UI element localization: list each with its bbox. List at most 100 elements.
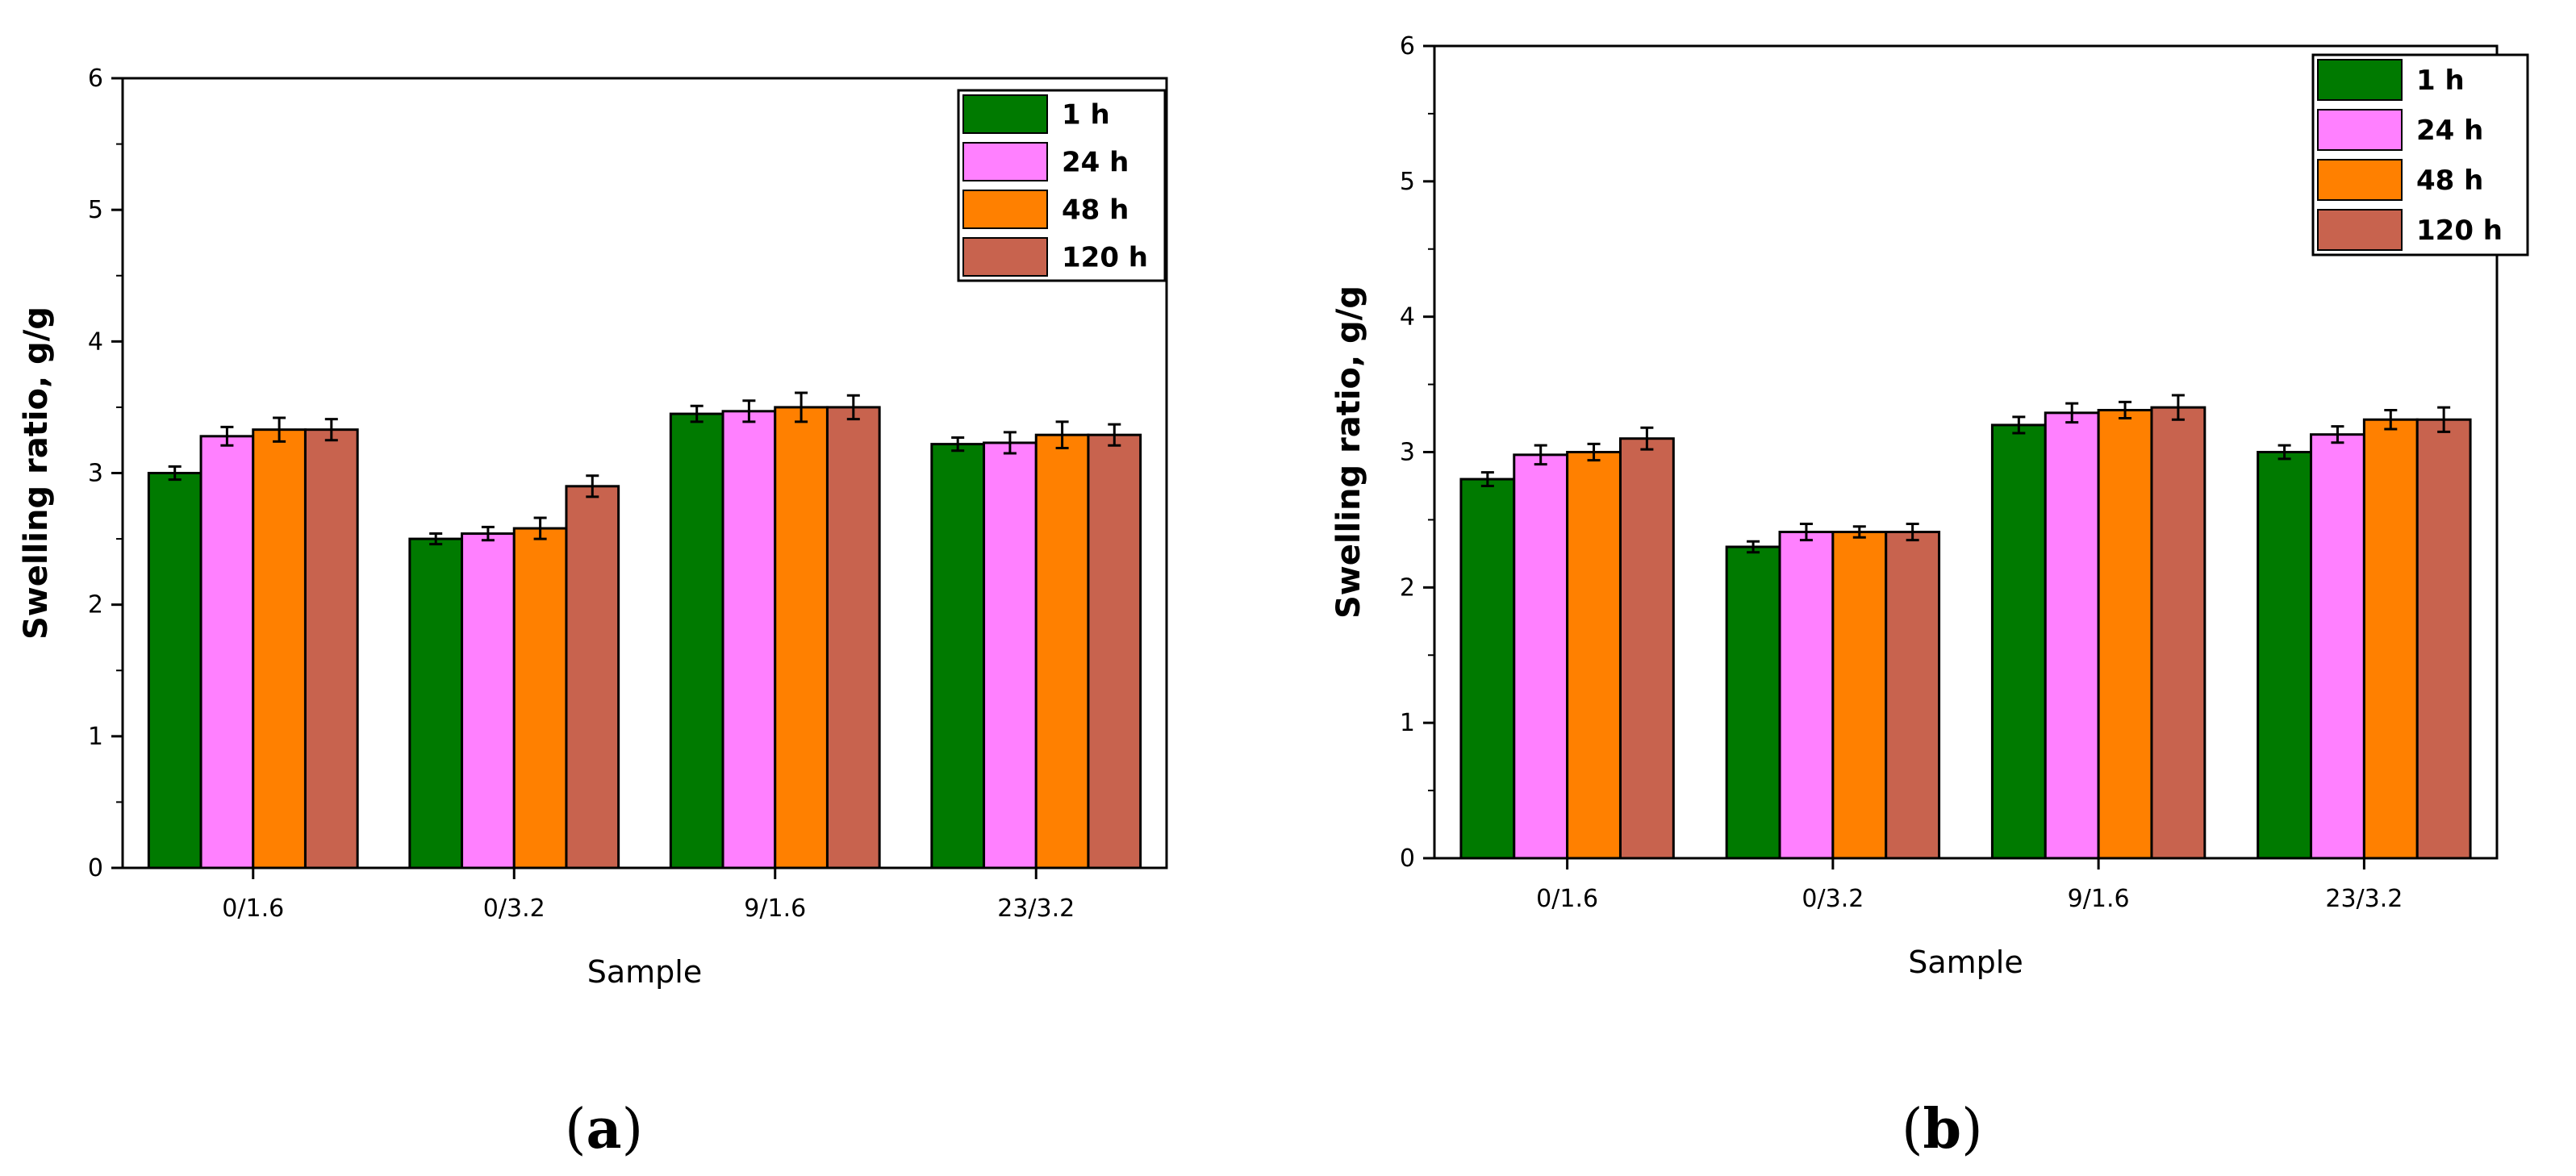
x-tick-label: 9/1.6 xyxy=(744,895,806,923)
error-bar xyxy=(1640,426,1654,451)
bar-0/3.2-24h xyxy=(461,532,516,869)
bar-0/3.2-120h xyxy=(1885,531,1941,860)
x-tick-label: 9/1.6 xyxy=(2068,885,2130,913)
bar-23/3.2-24h xyxy=(983,441,1037,869)
error-bar xyxy=(1906,522,1919,542)
error-bar xyxy=(2119,400,2132,420)
bar-0/3.2-1h xyxy=(408,537,464,869)
bar-0/3.2-120h xyxy=(565,485,620,869)
error-bar xyxy=(1587,442,1601,462)
legend-label-24h: 24 h xyxy=(2416,115,2483,147)
legend-swatch-1h xyxy=(2317,59,2403,101)
legend-label-48h: 48 h xyxy=(2416,165,2483,197)
y-axis-label: Swelling ratio, g/g xyxy=(18,307,55,640)
legend-swatch-120h xyxy=(2317,209,2403,251)
legend-label-120h: 120 h xyxy=(2416,215,2503,247)
panel-label-a: a xyxy=(586,1097,622,1161)
bar-0/1.6-120h xyxy=(1618,437,1675,860)
y-axis-label: Swelling ratio, g/g xyxy=(1330,286,1367,619)
bar-23/3.2-1h xyxy=(930,443,986,869)
bar-23/3.2-48h xyxy=(1034,433,1090,869)
bar-23/3.2-120h xyxy=(1087,433,1142,869)
bar-0/1.6-1h xyxy=(1459,477,1516,860)
y-tick-label: 1 xyxy=(1400,709,1415,737)
bar-23/3.2-120h xyxy=(2415,418,2472,860)
error-bar xyxy=(586,474,599,498)
error-bar xyxy=(481,525,495,542)
legend: 1 h 24 h 48 h 120 h xyxy=(2311,53,2529,256)
x-tick-label: 23/3.2 xyxy=(2325,885,2403,913)
panel-caption-b: (b) xyxy=(1902,1097,1983,1161)
bar-0/3.2-48h xyxy=(1831,531,1888,860)
legend-swatch-24h xyxy=(2317,109,2403,151)
bar-23/3.2-48h xyxy=(2362,418,2419,860)
legend-label-1h: 1 h xyxy=(2416,65,2465,97)
bar-9/1.6-48h xyxy=(2097,408,2153,860)
chart-panel-b: 0 1 2 3 4 5 6 0/1.6 0/3.2 9/1.6 23/3.2 Sample Swelli… xyxy=(1288,0,2576,1176)
bar-0/1.6-48h xyxy=(252,428,307,869)
error-bar xyxy=(795,391,808,423)
error-bar xyxy=(1534,444,1547,466)
bar-chart-b: 0 1 2 3 4 5 6 0/1.6 0/3.2 9/1.6 23/3.2 Sample Swelli… xyxy=(1330,32,2529,980)
bar-9/1.6-24h xyxy=(2044,411,2100,860)
legend-label-48h: 48 h xyxy=(1062,194,1129,227)
panel-caption-a: (a) xyxy=(565,1097,644,1161)
error-bar xyxy=(1852,525,1866,539)
bar-9/1.6-120h xyxy=(825,406,881,869)
error-bar xyxy=(1003,431,1017,455)
y-tick-label: 1 xyxy=(88,723,103,751)
error-bar xyxy=(533,516,547,540)
x-tick-label: 0/1.6 xyxy=(1536,885,1598,913)
bar-0/3.2-24h xyxy=(1778,531,1835,860)
bar-0/1.6-24h xyxy=(1513,453,1569,860)
legend-swatch-1h xyxy=(962,94,1048,134)
error-bar xyxy=(324,418,338,442)
error-bar xyxy=(951,436,965,452)
legend-swatch-120h xyxy=(962,237,1048,277)
error-bar xyxy=(1747,540,1760,554)
y-tick-label: 5 xyxy=(88,196,103,224)
y-tick-label: 0 xyxy=(1400,844,1415,873)
bar-0/1.6-24h xyxy=(199,435,255,869)
bar-0/1.6-120h xyxy=(303,428,359,869)
bar-9/1.6-48h xyxy=(774,406,829,869)
error-bar xyxy=(2171,394,2185,421)
y-tick-label: 3 xyxy=(88,460,103,488)
error-bar xyxy=(1799,522,1813,542)
x-tick-label: 23/3.2 xyxy=(997,895,1075,923)
error-bar xyxy=(273,416,286,443)
error-bar xyxy=(690,404,703,423)
y-tick-label: 4 xyxy=(1400,303,1415,332)
legend-swatch-48h xyxy=(2317,159,2403,201)
y-tick-label: 4 xyxy=(88,327,103,356)
error-bar xyxy=(429,532,443,546)
y-tick-label: 5 xyxy=(1400,168,1415,196)
legend-swatch-48h xyxy=(962,190,1048,229)
legend-label-1h: 1 h xyxy=(1062,99,1110,131)
error-bar xyxy=(2065,402,2079,424)
bar-23/3.2-1h xyxy=(2257,451,2313,860)
y-tick-label: 6 xyxy=(88,65,103,93)
panel-label-b: b xyxy=(1923,1097,1962,1161)
chart-panel-a: 0 1 2 3 4 5 6 0/1.6 0/3.2 9/1.6 23/3.2 Sample Swelli… xyxy=(18,65,1168,1161)
x-axis-label: Sample xyxy=(1908,945,2023,980)
legend: 1 h 24 h 48 h 120 h xyxy=(957,89,1167,282)
error-bar xyxy=(1480,471,1494,487)
x-tick-label: 0/1.6 xyxy=(222,895,284,923)
bar-9/1.6-1h xyxy=(669,412,724,869)
error-bar xyxy=(1055,420,1069,449)
error-bar xyxy=(220,425,234,447)
bar-0/3.2-48h xyxy=(512,527,568,869)
error-bar xyxy=(2384,408,2398,431)
bar-0/1.6-48h xyxy=(1566,451,1622,860)
bar-9/1.6-24h xyxy=(721,410,777,869)
error-bar xyxy=(742,399,756,423)
error-bar xyxy=(846,394,860,421)
y-tick-label: 3 xyxy=(1400,439,1415,467)
legend-label-24h: 24 h xyxy=(1062,147,1129,179)
bar-23/3.2-24h xyxy=(2310,433,2365,860)
legend-label-120h: 120 h xyxy=(1062,242,1148,274)
x-axis-label: Sample xyxy=(587,954,702,990)
bar-chart-a: 0 1 2 3 4 5 6 0/1.6 0/3.2 9/1.6 23/3.2 Sample Swelli… xyxy=(18,65,1168,990)
error-bar xyxy=(168,465,182,482)
